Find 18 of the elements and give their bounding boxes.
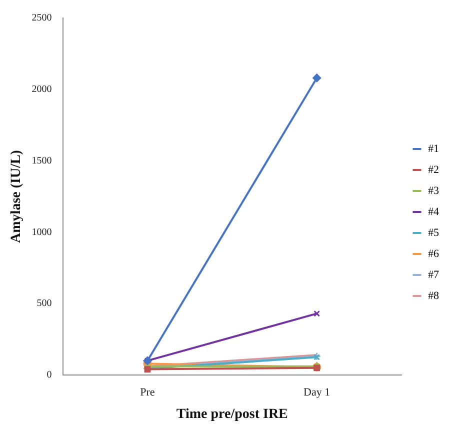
- y-tick-label: 1500: [32, 155, 52, 166]
- legend-label: #5: [428, 226, 440, 239]
- x-tick-label: Day 1: [304, 386, 330, 398]
- legend-label: #7: [428, 268, 440, 281]
- x-tick-label: Pre: [140, 386, 155, 398]
- legend-label: #8: [428, 290, 440, 302]
- y-axis-title: Amylase (IU/L): [9, 150, 24, 243]
- legend-label: #3: [428, 184, 440, 197]
- y-tick-label: 1000: [32, 226, 52, 238]
- legend-label: #6: [428, 248, 440, 260]
- legend-label: #4: [428, 206, 440, 218]
- legend-label: #1: [428, 142, 439, 155]
- legend-label: #2: [428, 164, 439, 176]
- y-tick-label: 500: [36, 298, 52, 310]
- y-tick-label: 0: [46, 370, 52, 381]
- y-tick-label: 2500: [32, 12, 52, 24]
- y-tick-label: 2000: [32, 84, 52, 96]
- x-axis-title: Time pre/post IRE: [176, 407, 288, 422]
